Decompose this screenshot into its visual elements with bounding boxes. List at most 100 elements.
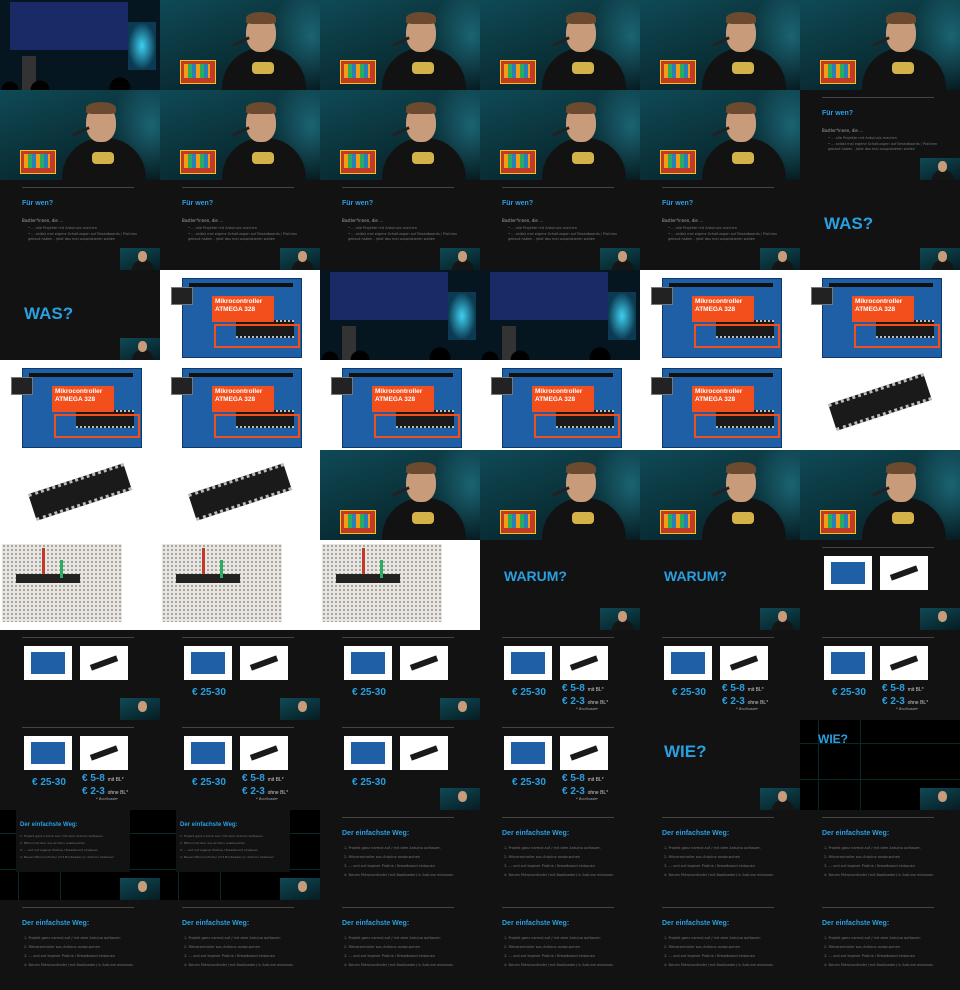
slide-rule — [22, 637, 134, 638]
slide-list-item: 4. Neuen Mikrocontroller (mit Bootloader… — [344, 873, 454, 877]
slide-bullet: • ... selbst mal eigene Schaltungen auf … — [668, 232, 778, 241]
slide-title: Der einfachste Weg: — [22, 920, 90, 927]
arduino-thumb — [184, 646, 232, 680]
speaker-hair — [886, 462, 916, 474]
slide-list-item: 1. Projekt ganz normal auf / mit dem Ard… — [344, 846, 441, 850]
slide-list-item: 1. Projekt ganz normal auf / mit dem Ard… — [24, 936, 121, 940]
video-frame-thumbnail: € 25-30 € 5-8 mit BL* € 2-3 ohne BL* * Boot… — [480, 720, 640, 810]
chip-price-2-suffix: ohne BL* — [747, 700, 769, 706]
slide-subtitle: Bastler*innen, die ... — [662, 218, 703, 223]
video-frame-thumbnail: WARUM? — [640, 540, 800, 630]
slide-list-item: 4. Neuen Mikrocontroller (mit Bootloader… — [664, 873, 774, 877]
speaker-box — [820, 60, 856, 84]
chip-highlight — [854, 324, 940, 348]
speaker-inset — [920, 248, 960, 270]
chip-highlight — [374, 414, 460, 438]
slide-big-title: WARUM? — [504, 568, 567, 584]
video-frame-thumbnail: Mikrocontroller ATMEGA 328 — [160, 360, 320, 450]
video-frame-thumbnail — [640, 450, 800, 540]
speaker-inset — [760, 248, 800, 270]
arduino-thumb — [504, 736, 552, 770]
slide-rule — [182, 637, 294, 638]
projection-screen — [330, 272, 448, 320]
price-footnote: * Bootloader — [576, 797, 598, 801]
chip-label: Mikrocontroller ATMEGA 328 — [692, 296, 754, 322]
speaker-logo — [732, 152, 754, 164]
chip-price-2-suffix: ohne BL* — [587, 790, 609, 796]
video-frame-thumbnail: € 25-30 — [320, 630, 480, 720]
chip-label: Mikrocontroller ATMEGA 328 — [372, 386, 434, 412]
chip-price-2: € 2-3 ohne BL* — [882, 696, 929, 707]
chip-price-2: € 2-3 ohne BL* — [562, 786, 609, 797]
arduino-thumb — [184, 736, 232, 770]
slide-bullet: • ... alle Projekte mit Arduino/s machen — [508, 226, 577, 230]
slide-title: Für wen? — [822, 110, 854, 117]
speaker-inset — [440, 248, 480, 270]
projection-screen — [490, 272, 608, 320]
slide-list-item: 3. ... und auf eigener Platine / Breadbo… — [24, 954, 115, 958]
video-frame-thumbnail — [320, 450, 480, 540]
chip-thumb — [720, 646, 768, 680]
slide-rule — [342, 637, 454, 638]
chip-price-1: € 5-8 mit BL* — [562, 773, 604, 784]
speaker-hair — [86, 102, 116, 114]
slide-list-item: 3. ... und auf eigener Platine / Breadbo… — [664, 864, 755, 868]
chip-label: Mikrocontroller ATMEGA 328 — [692, 386, 754, 412]
speaker-inset — [760, 788, 800, 810]
chip-thumb — [400, 736, 448, 770]
speaker-logo — [732, 512, 754, 524]
slide-list-item: 1. Projekt ganz normal auf / mit dem Ard… — [344, 936, 441, 940]
video-frame-thumbnail: € 25-30 € 5-8 mit BL* € 2-3 ohne BL* * Boot… — [480, 630, 640, 720]
slide-bullet: • ... selbst mal eigene Schaltungen auf … — [348, 232, 458, 241]
slide-title: Für wen? — [662, 200, 694, 207]
speaker-box — [500, 510, 536, 534]
slide-list-item: 4. Neuen Mikrocontroller (mit Bootloader… — [504, 963, 614, 967]
arduino-thumb — [504, 646, 552, 680]
stage-crowd — [320, 344, 480, 360]
chip-price: € 5-8 mit BL* € 2-3 ohne BL* — [562, 773, 608, 799]
breadboard-bb — [322, 544, 442, 622]
speaker-inset — [120, 878, 160, 900]
board-price: € 25-30 — [192, 777, 226, 788]
chip-price-2: € 2-3 ohne BL* — [82, 786, 129, 797]
video-frame-thumbnail — [0, 0, 160, 90]
slide-list-item: 2. Mikrocontroller aus Arduino austausch… — [180, 841, 246, 845]
video-frame-thumbnail: € 25-30 € 5-8 mit BL* € 2-3 ohne BL* * Boot… — [640, 630, 800, 720]
stage-crowd — [480, 344, 640, 360]
chip-price-1-suffix: mit BL* — [587, 777, 604, 783]
video-frame-thumbnail — [640, 90, 800, 180]
slide-big-title: WIE? — [818, 732, 848, 746]
speaker-hair — [246, 102, 276, 114]
speaker-logo — [572, 512, 594, 524]
slide-subtitle: Bastler*innen, die ... — [342, 218, 383, 223]
slide-title: Der einfachste Weg: — [662, 830, 730, 837]
chip-thumb — [80, 736, 128, 770]
arduino-thumb — [824, 556, 872, 590]
speaker-logo — [252, 152, 274, 164]
slide-bullet: • ... alle Projekte mit Arduino/s machen — [828, 136, 897, 140]
slide-subtitle: Bastler*innen, die ... — [822, 128, 863, 133]
video-frame-thumbnail — [160, 0, 320, 90]
video-frame-thumbnail — [480, 270, 640, 360]
speaker-hair — [566, 102, 596, 114]
slide-list-item: 3. ... und auf eigener Platine / Breadbo… — [180, 848, 258, 852]
chip-highlight — [694, 414, 780, 438]
arduino-thumb — [344, 646, 392, 680]
video-frame-thumbnail: € 25-30 — [320, 720, 480, 810]
video-frame-thumbnail: WAS? — [800, 180, 960, 270]
speaker-inset — [280, 878, 320, 900]
slide-rule — [662, 817, 774, 818]
video-frame-thumbnail — [0, 450, 160, 540]
projection-screen — [10, 2, 128, 50]
chip-highlight — [214, 324, 300, 348]
slide-title: Der einfachste Weg: — [342, 830, 410, 837]
slide-list-item: 4. Neuen Mikrocontroller (mit Bootloader… — [20, 855, 114, 859]
slide-list-item: 3. ... und auf eigener Platine / Breadbo… — [184, 954, 275, 958]
video-frame-thumbnail: Mikrocontroller ATMEGA 328 — [480, 360, 640, 450]
arduino-thumb — [664, 646, 712, 680]
speaker-hair — [726, 12, 756, 24]
slide-big-title: WIE? — [664, 742, 707, 761]
speaker-box — [500, 150, 536, 174]
video-frame-thumbnail: Der einfachste Weg: 1. Projekt ganz norma… — [480, 810, 640, 900]
